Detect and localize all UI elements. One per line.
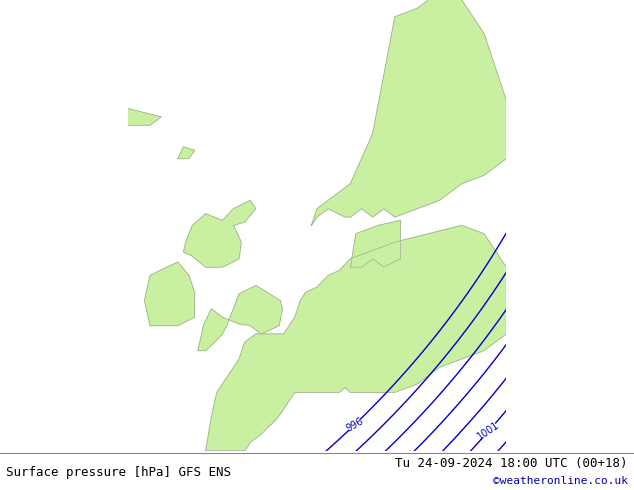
Text: 1002: 1002 [473,454,499,475]
Text: 1001: 1001 [476,420,501,442]
Polygon shape [198,286,283,351]
Text: 996: 996 [344,416,365,434]
Polygon shape [351,220,401,267]
Text: Tu 24-09-2024 18:00 UTC (00+18): Tu 24-09-2024 18:00 UTC (00+18) [395,457,628,469]
Text: Surface pressure [hPa] GFS ENS: Surface pressure [hPa] GFS ENS [6,466,231,479]
Polygon shape [183,200,256,267]
Text: 999: 999 [396,449,417,467]
Polygon shape [205,225,506,451]
Text: 1003: 1003 [500,454,526,476]
Polygon shape [178,147,195,159]
Polygon shape [311,0,506,225]
Polygon shape [145,262,195,325]
Text: ©weatheronline.co.uk: ©weatheronline.co.uk [493,476,628,486]
Polygon shape [128,108,161,125]
Text: 1000: 1000 [420,450,446,471]
Text: 997: 997 [330,456,351,473]
Text: 998: 998 [345,470,366,487]
Text: 1004: 1004 [528,453,554,475]
